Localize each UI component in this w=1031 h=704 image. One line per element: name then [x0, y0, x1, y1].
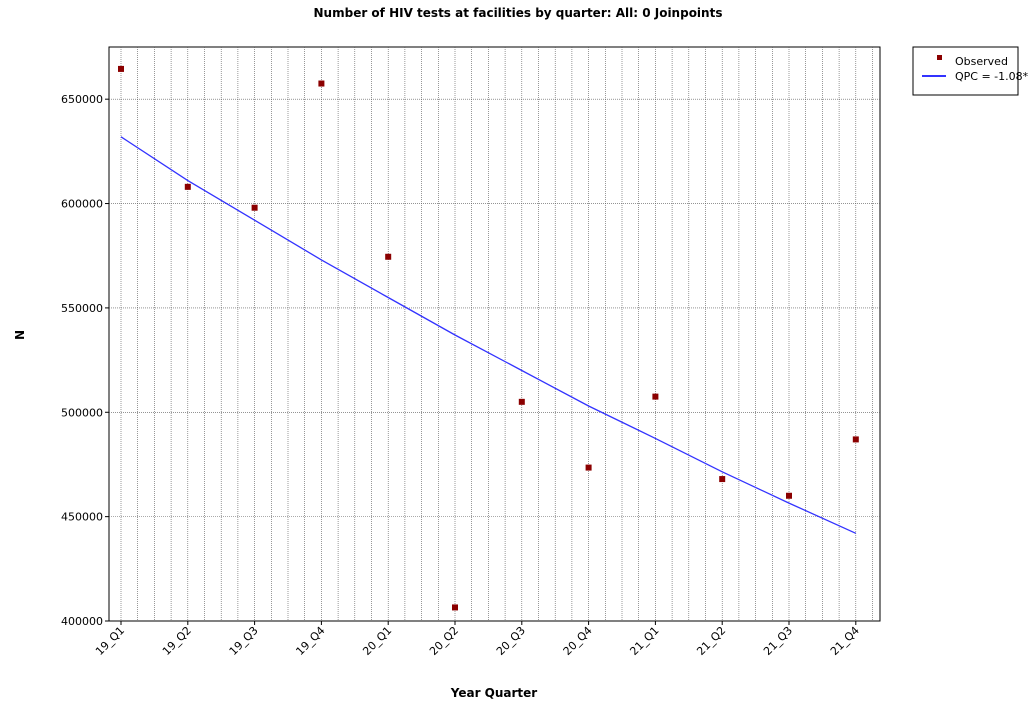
observed-point: [585, 464, 592, 471]
fit-line: [120, 136, 857, 534]
x-tick-label: 19_Q4: [293, 624, 327, 658]
observed-point: [184, 183, 191, 190]
x-tick-label: 20_Q2: [427, 624, 461, 658]
x-tick-label: 20_Q3: [494, 624, 528, 658]
observed-point: [118, 65, 124, 72]
observed-point: [786, 492, 792, 499]
observed-point: [318, 80, 325, 87]
legend-observed-marker: [937, 55, 942, 60]
observed-point: [852, 436, 859, 443]
y-tick-label: 400000: [61, 615, 103, 628]
x-tick-label: 20_Q1: [360, 624, 394, 658]
observed-point: [385, 253, 392, 260]
observed-point: [518, 398, 525, 405]
legend-box: [912, 46, 1019, 96]
y-tick-label: 600000: [61, 198, 103, 211]
x-axis-title: Year Quarter: [450, 686, 538, 700]
observed-point: [251, 204, 258, 211]
observed-point: [452, 604, 458, 611]
legend-observed-label: Observed: [955, 55, 1008, 68]
y-tick-label: 500000: [61, 406, 103, 419]
observed-point: [652, 393, 659, 400]
x-axis: 19_Q1 19_Q2 19_Q3 19_Q4 20_Q1 20_Q2 20_Q3 20_Q4…: [93, 621, 862, 658]
legend: Observed QPC = -1.08*: [912, 46, 1029, 96]
y-axis: 400000 450000 500000 550000 600000 650000: [61, 93, 109, 628]
x-tick-label: 21_Q4: [828, 624, 862, 658]
observed-series: [118, 65, 859, 611]
y-axis-title: N: [13, 330, 27, 340]
x-tick-label: 20_Q4: [561, 624, 595, 658]
y-tick-label: 650000: [61, 93, 103, 106]
x-tick-label: 19_Q2: [160, 624, 194, 658]
fitted-series: [120, 136, 857, 534]
plot-area: [108, 46, 881, 622]
y-tick-label: 450000: [61, 511, 103, 524]
observed-point: [719, 476, 726, 483]
grid-lines: [109, 47, 880, 621]
x-tick-label: 19_Q1: [93, 624, 127, 658]
x-tick-label: 21_Q3: [761, 624, 795, 658]
y-tick-label: 550000: [61, 302, 103, 315]
chart-title: Number of HIV tests at facilities by qua…: [314, 6, 723, 20]
x-tick-label: 21_Q2: [694, 624, 728, 658]
x-tick-label: 21_Q1: [627, 624, 661, 658]
legend-fit-label: QPC = -1.08*: [955, 70, 1029, 83]
x-tick-label: 19_Q3: [227, 624, 261, 658]
